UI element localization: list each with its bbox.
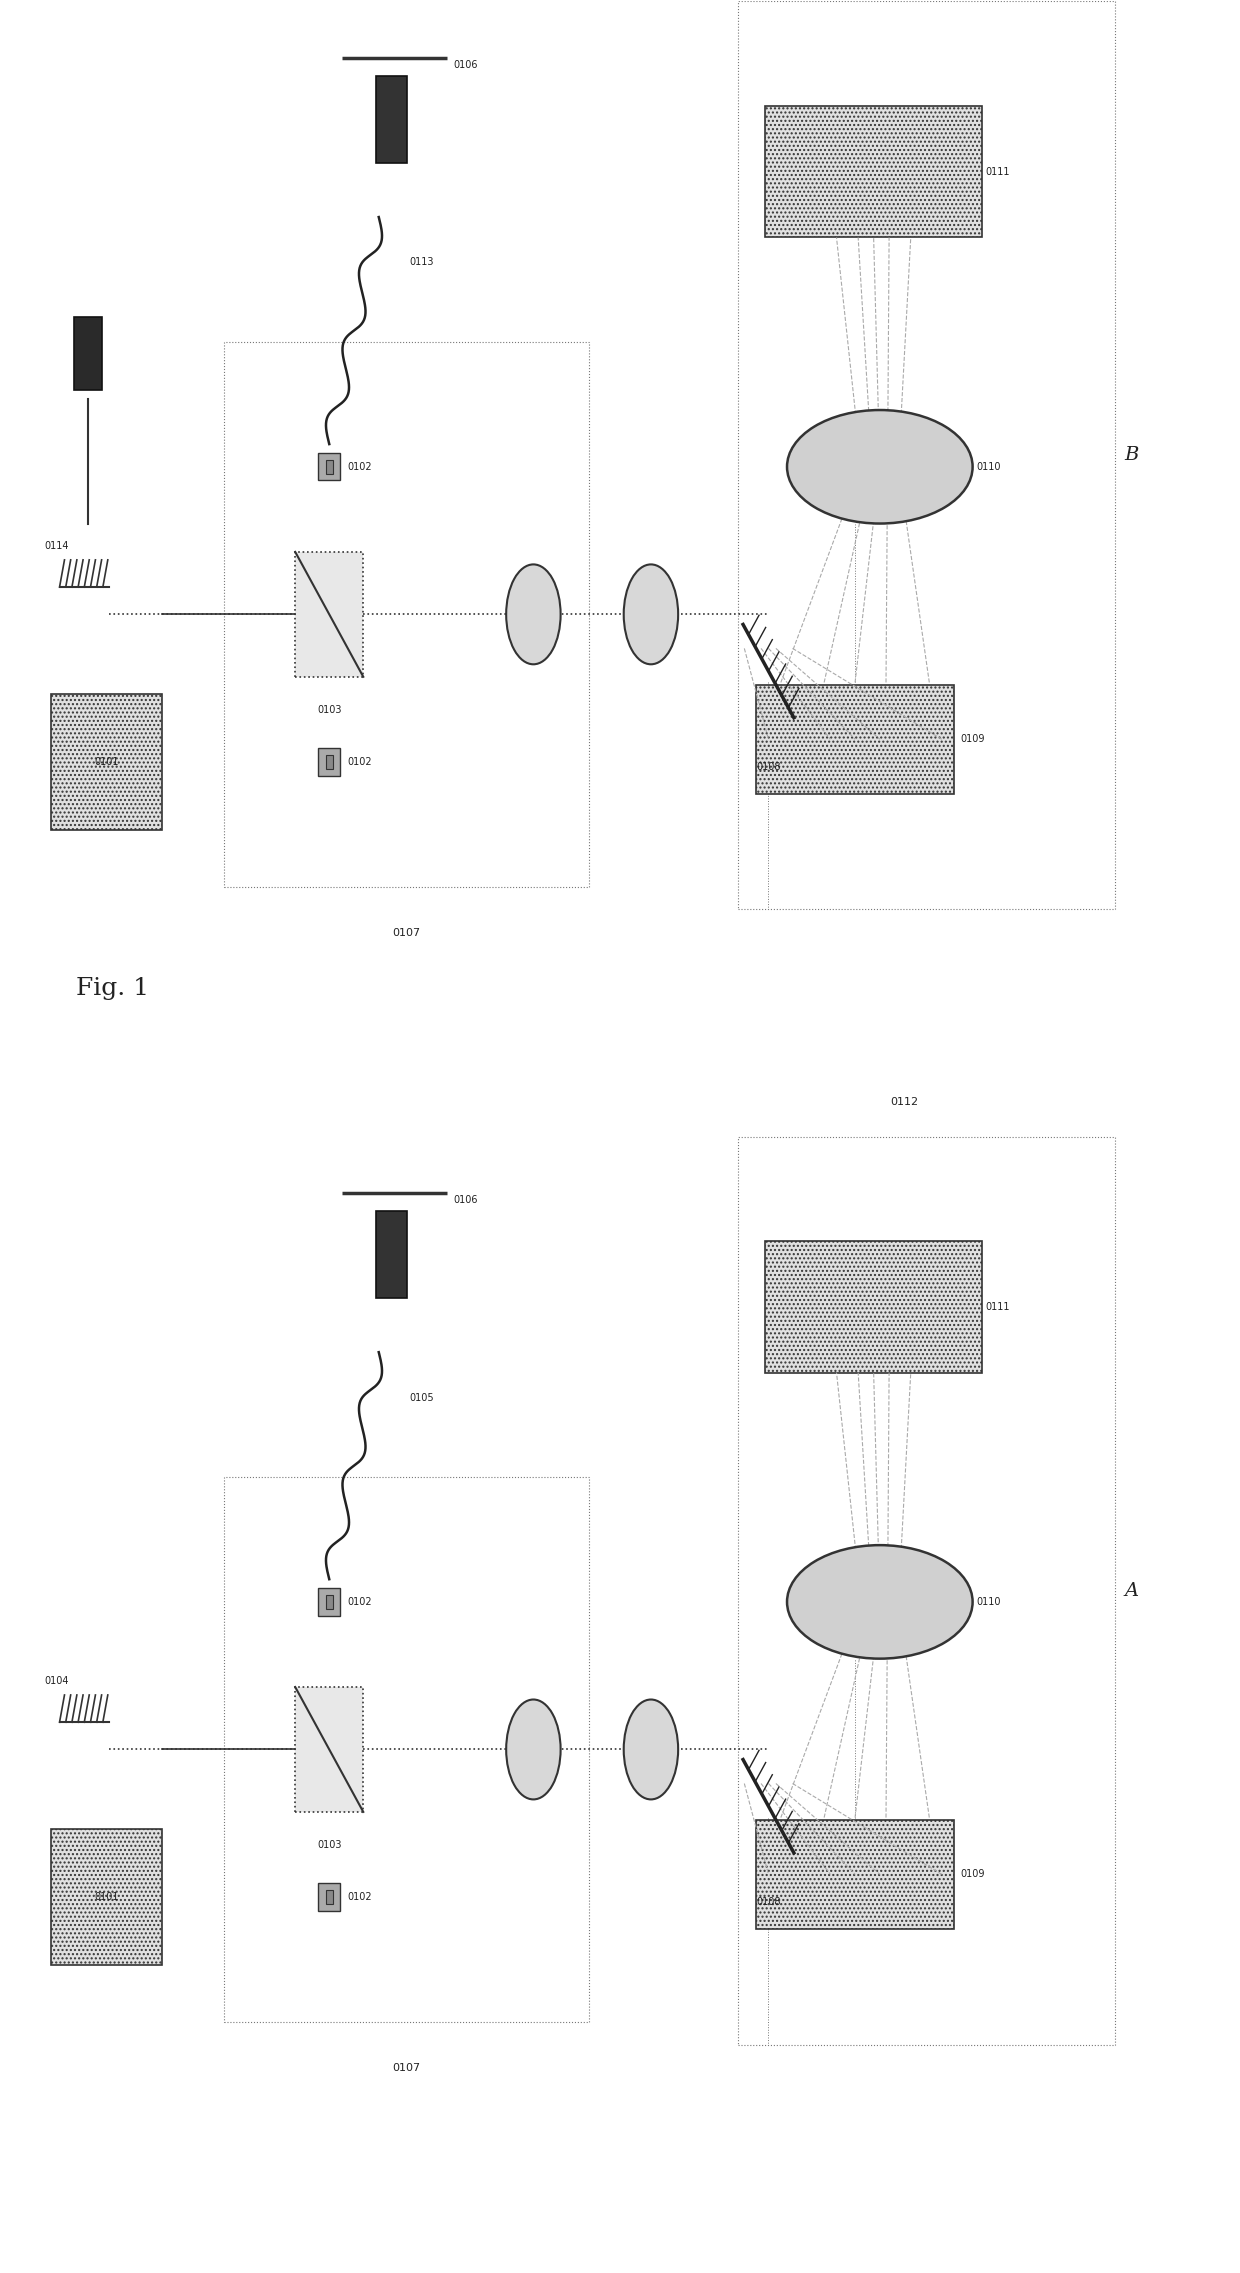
Text: 0102: 0102 [347, 1891, 372, 1903]
FancyBboxPatch shape [319, 748, 341, 775]
Text: 0108: 0108 [756, 761, 781, 773]
FancyBboxPatch shape [74, 316, 102, 389]
Text: 0106: 0106 [453, 1196, 477, 1205]
Text: 0113: 0113 [409, 257, 434, 268]
Text: 0111: 0111 [985, 166, 1009, 177]
FancyBboxPatch shape [326, 1596, 334, 1609]
Text: 0103: 0103 [317, 705, 341, 716]
Text: 0105: 0105 [409, 1393, 434, 1402]
Ellipse shape [624, 1700, 678, 1800]
FancyBboxPatch shape [326, 459, 334, 473]
Ellipse shape [506, 564, 560, 664]
Text: 0107: 0107 [393, 927, 420, 939]
FancyBboxPatch shape [765, 1241, 982, 1373]
Text: A: A [1125, 1582, 1138, 1600]
Text: 0114: 0114 [45, 541, 69, 550]
FancyBboxPatch shape [51, 1830, 162, 1966]
Text: Fig. 1: Fig. 1 [76, 977, 149, 1000]
FancyBboxPatch shape [756, 1821, 954, 1930]
FancyBboxPatch shape [295, 1687, 363, 1812]
Text: 0104: 0104 [45, 1675, 69, 1687]
FancyBboxPatch shape [319, 1589, 341, 1616]
Ellipse shape [624, 564, 678, 664]
Text: 0109: 0109 [960, 734, 985, 743]
Text: 0101: 0101 [94, 757, 119, 766]
FancyBboxPatch shape [326, 755, 334, 768]
FancyBboxPatch shape [319, 1884, 341, 1912]
Text: 0108: 0108 [756, 1898, 781, 1907]
Text: 0101: 0101 [94, 1891, 119, 1903]
FancyBboxPatch shape [376, 1212, 407, 1298]
FancyBboxPatch shape [319, 452, 341, 480]
FancyBboxPatch shape [376, 77, 407, 164]
Text: B: B [1125, 446, 1140, 464]
Ellipse shape [787, 1546, 972, 1659]
FancyBboxPatch shape [51, 693, 162, 830]
Ellipse shape [506, 1700, 560, 1800]
Text: 0102: 0102 [347, 461, 372, 473]
Text: 0103: 0103 [317, 1841, 341, 1850]
Text: 0102: 0102 [347, 1598, 372, 1607]
Text: 0111: 0111 [985, 1302, 1009, 1312]
FancyBboxPatch shape [326, 1891, 334, 1905]
Text: 0110: 0110 [976, 461, 1001, 473]
Text: 0109: 0109 [960, 1868, 985, 1880]
Text: 0102: 0102 [347, 757, 372, 766]
Text: 0106: 0106 [453, 59, 477, 70]
Text: 0112: 0112 [890, 1098, 919, 1107]
Ellipse shape [787, 409, 972, 523]
Text: 0107: 0107 [393, 2064, 420, 2073]
Text: 0110: 0110 [976, 1598, 1001, 1607]
FancyBboxPatch shape [756, 684, 954, 793]
FancyBboxPatch shape [765, 107, 982, 236]
FancyBboxPatch shape [295, 552, 363, 677]
